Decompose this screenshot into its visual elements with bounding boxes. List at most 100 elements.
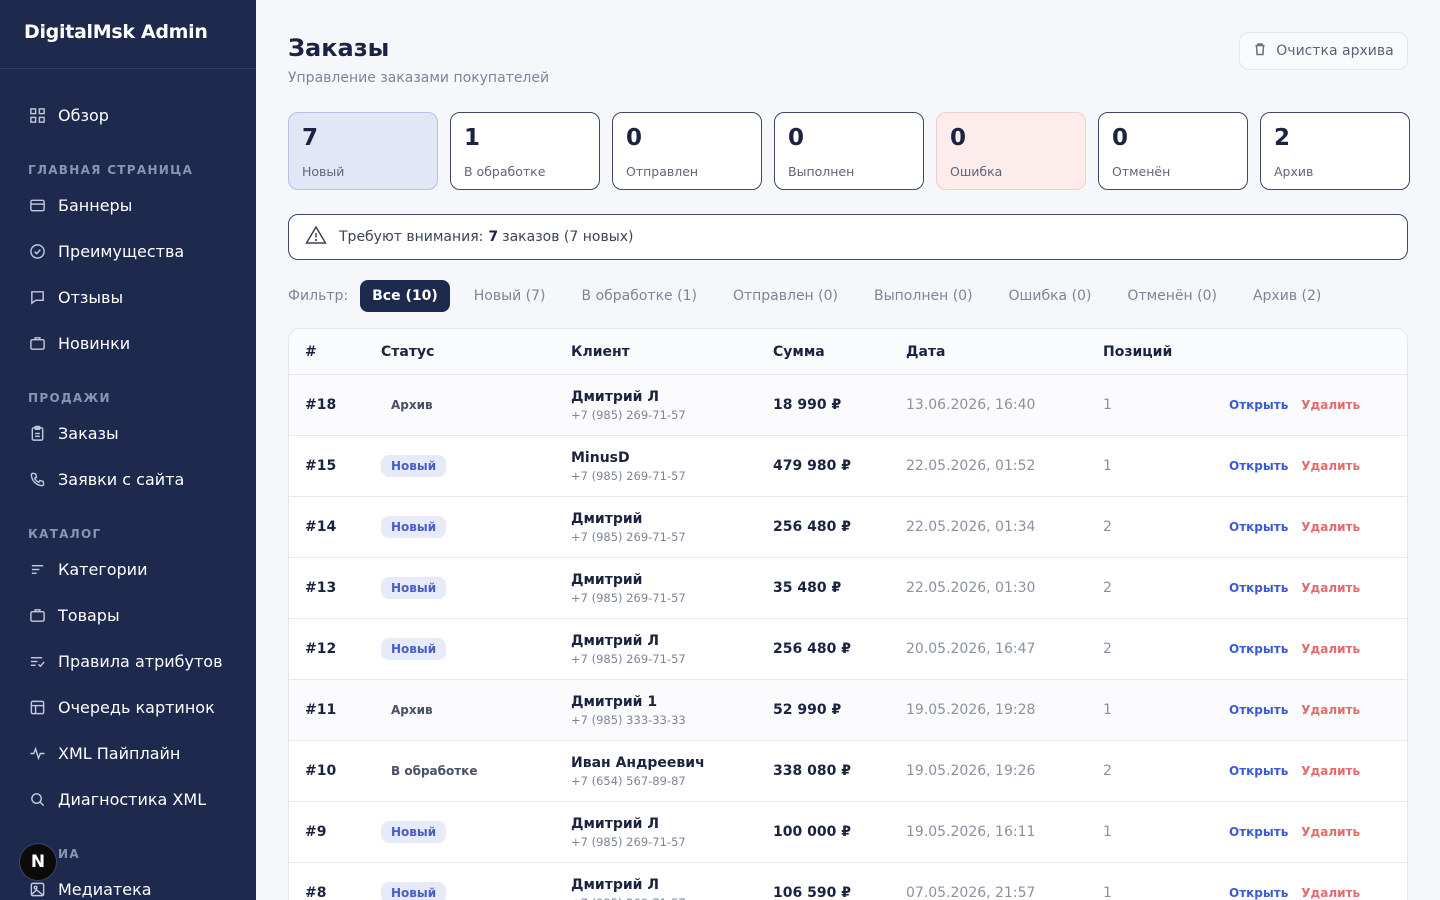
table-row[interactable]: #11 Архив Дмитрий 1 +7 (985) 333-33-33 52 99… (289, 680, 1407, 741)
table-row[interactable]: #14 Новый Дмитрий +7 (985) 269-71-57 256 480… (289, 497, 1407, 558)
sidebar-section-title: КАТАЛОГ (28, 527, 102, 541)
stat-card-completed[interactable]: 0 Выполнен (774, 112, 924, 190)
sidebar-item-categories[interactable]: Категории (28, 557, 147, 581)
delete-order-link[interactable]: Удалить (1301, 398, 1361, 412)
filter-chip-archive[interactable]: Архив (2) (1252, 288, 1322, 304)
row-actions: Открыть Удалить (1229, 520, 1360, 534)
open-order-link[interactable]: Открыть (1229, 703, 1289, 717)
client-phone: +7 (985) 269-71-57 (571, 834, 686, 849)
column-header: Сумма (773, 343, 825, 360)
filter-chip-all[interactable]: Все (10) (360, 280, 450, 312)
status-badge: Новый (381, 455, 447, 477)
order-items-count: 2 (1103, 519, 1112, 535)
open-order-link[interactable]: Открыть (1229, 581, 1289, 595)
open-order-link[interactable]: Открыть (1229, 642, 1289, 656)
client-phone: +7 (985) 269-71-57 (571, 468, 686, 483)
sidebar-item-label: Обзор (58, 105, 109, 125)
open-order-link[interactable]: Открыть (1229, 398, 1289, 412)
order-date: 07.05.2026, 21:57 (906, 885, 1036, 900)
sidebar-item-products[interactable]: Товары (28, 603, 120, 627)
sidebar-item-label: XML Пайплайн (58, 743, 181, 763)
sidebar-item-image-queue[interactable]: Очередь картинок (28, 695, 215, 719)
stat-value: 7 (302, 125, 319, 151)
sidebar-item-xml-pipeline[interactable]: XML Пайплайн (28, 741, 180, 765)
delete-order-link[interactable]: Удалить (1301, 520, 1361, 534)
table-row[interactable]: #9 Новый Дмитрий Л +7 (985) 269-71-57 100 00… (289, 802, 1407, 863)
order-items-count: 2 (1103, 763, 1112, 779)
stat-card-sent[interactable]: 0 Отправлен (612, 112, 762, 190)
sidebar-item-site-requests[interactable]: Заявки с сайта (28, 467, 184, 491)
filter-chip-new[interactable]: Новый (7) (473, 288, 546, 304)
table-row[interactable]: #13 Новый Дмитрий +7 (985) 269-71-57 35 480 … (289, 558, 1407, 619)
table-row[interactable]: #12 Новый Дмитрий Л +7 (985) 269-71-57 256 4… (289, 619, 1407, 680)
open-order-link[interactable]: Открыть (1229, 764, 1289, 778)
status-badge: Архив (391, 398, 433, 412)
stat-label: Выполнен (788, 164, 855, 179)
filter-chip-completed[interactable]: Выполнен (0) (874, 288, 973, 304)
client-cell: Дмитрий +7 (985) 269-71-57 (571, 511, 773, 544)
order-id: #11 (305, 702, 337, 718)
delete-order-link[interactable]: Удалить (1301, 764, 1361, 778)
page-subtitle: Управление заказами покупателей (288, 70, 550, 86)
pulse-icon (28, 744, 46, 762)
client-cell: MinusD +7 (985) 269-71-57 (571, 450, 773, 483)
filter-chip-error[interactable]: Ошибка (0) (1008, 288, 1092, 304)
open-order-link[interactable]: Открыть (1229, 825, 1289, 839)
delete-order-link[interactable]: Удалить (1301, 459, 1361, 473)
stat-label: Архив (1274, 164, 1314, 179)
client-name: MinusD (571, 449, 630, 466)
order-sum: 35 480 ₽ (773, 580, 842, 596)
dev-tools-button[interactable]: N (19, 843, 57, 881)
stat-card-error[interactable]: 0 Ошибка (936, 112, 1086, 190)
stat-value: 2 (1274, 125, 1291, 151)
status-cell: Архив (381, 394, 571, 416)
status-cell: В обработке (381, 760, 571, 782)
open-order-link[interactable]: Открыть (1229, 886, 1289, 900)
stat-card-new[interactable]: 7 Новый (288, 112, 438, 190)
sidebar-item-attribute-rules[interactable]: Правила атрибутов (28, 649, 223, 673)
filter-chip-cancelled[interactable]: Отменён (0) (1127, 288, 1217, 304)
sidebar-section-title: ГЛАВНАЯ СТРАНИЦА (28, 163, 194, 177)
sidebar-item-xml-diagnostics[interactable]: Диагностика XML (28, 787, 206, 811)
client-cell: Дмитрий Л +7 (985) 269-71-57 (571, 816, 773, 849)
column-header: # (305, 343, 317, 360)
stat-card-processing[interactable]: 1 В обработке (450, 112, 600, 190)
warning-icon (305, 225, 339, 249)
table-row[interactable]: #18 Архив Дмитрий Л +7 (985) 269-71-57 18 99… (289, 375, 1407, 436)
delete-order-link[interactable]: Удалить (1301, 642, 1361, 656)
delete-order-link[interactable]: Удалить (1301, 886, 1361, 900)
table-row[interactable]: #10 В обработке Иван Андреевич +7 (654) 567… (289, 741, 1407, 802)
status-cell: Новый (381, 455, 571, 477)
filter-chip-processing[interactable]: В обработке (1) (581, 288, 697, 304)
delete-order-link[interactable]: Удалить (1301, 581, 1361, 595)
delete-order-link[interactable]: Удалить (1301, 825, 1361, 839)
filter-chip-sent[interactable]: Отправлен (0) (732, 288, 838, 304)
order-id: #10 (305, 763, 337, 779)
table-row[interactable]: #8 Новый Дмитрий Л +7 (985) 269-71-57106 59… (289, 863, 1407, 900)
status-cell: Новый (381, 577, 571, 599)
column-header: Статус (381, 343, 435, 360)
client-name: Дмитрий (571, 571, 643, 588)
sidebar-item-orders[interactable]: Заказы (28, 421, 119, 445)
sidebar-item-new-products[interactable]: Новинки (28, 331, 130, 355)
stat-card-cancelled[interactable]: 0 Отменён (1098, 112, 1248, 190)
column-header: Дата (906, 343, 946, 360)
sidebar-item-overview[interactable]: Обзор (28, 103, 109, 127)
open-order-link[interactable]: Открыть (1229, 459, 1289, 473)
stat-card-archive[interactable]: 2 Архив (1260, 112, 1410, 190)
sidebar-item-media-library[interactable]: Медиатека (28, 877, 152, 900)
table-row[interactable]: #15 Новый MinusD +7 (985) 269-71-57 479 980 … (289, 436, 1407, 497)
sidebar-item-banners[interactable]: Баннеры (28, 193, 132, 217)
sidebar-item-reviews[interactable]: Отзывы (28, 285, 123, 309)
delete-order-link[interactable]: Удалить (1301, 703, 1361, 717)
open-order-link[interactable]: Открыть (1229, 520, 1289, 534)
stat-value: 0 (950, 125, 967, 151)
order-date: 22.05.2026, 01:52 (906, 458, 1036, 474)
sidebar-item-advantages[interactable]: Преимущества (28, 239, 184, 263)
order-date: 22.05.2026, 01:30 (906, 580, 1036, 596)
order-items-count: 1 (1103, 824, 1112, 840)
clear-archive-button[interactable]: Очистка архива (1239, 32, 1408, 70)
trash-icon (1253, 42, 1276, 60)
order-date: 20.05.2026, 16:47 (906, 641, 1036, 657)
client-cell: Дмитрий +7 (985) 269-71-57 (571, 572, 773, 605)
